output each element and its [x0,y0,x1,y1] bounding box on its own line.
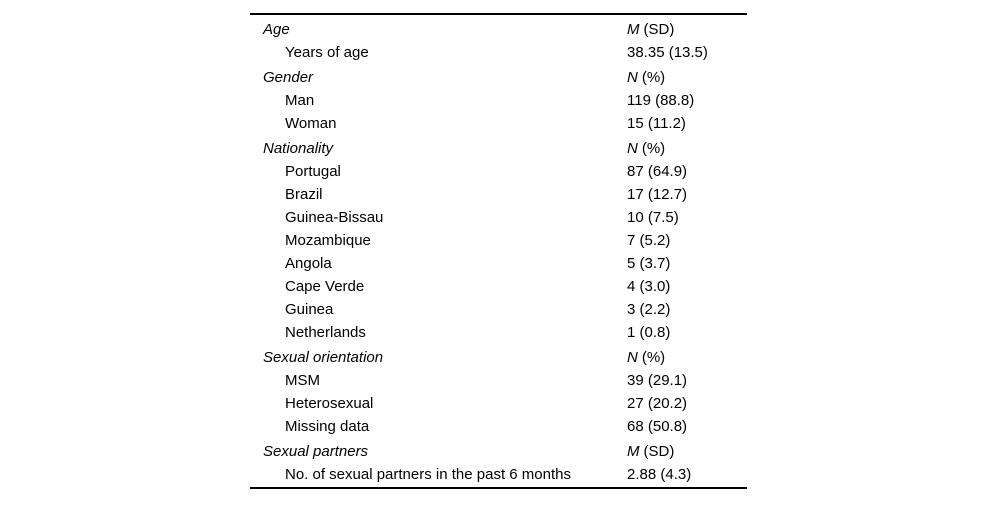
table-row: Mozambique 7 (5.2) [250,229,747,252]
table-body: Age M (SD) Years of age 38.35 (13.5) Gender N(… [250,15,747,487]
row-value: 5 (3.7) [627,255,671,272]
row-value: 68 (50.8) [627,418,688,435]
stat-unit: (SD) [643,443,675,460]
row-label: Years of age [285,44,369,61]
stat-unit: (%) [641,69,666,86]
row-label: Brazil [285,186,323,203]
section-label: Gender [263,69,314,86]
section-label: Age [263,21,290,38]
table-row: Angola 5 (3.7) [250,252,747,275]
table-row: Guinea 3 (2.2) [250,298,747,321]
table-row: Portugal 87 (64.9) [250,160,747,183]
row-value: 4 (3.0) [627,278,671,295]
table-row: Man 119 (88.8) [250,89,747,112]
row-label: Missing data [285,418,370,435]
section-stat-header: M (SD) [627,18,747,41]
section-stat-header: M (SD) [627,440,747,463]
stat-unit: (%) [641,349,666,366]
row-value: 10 (7.5) [627,209,679,226]
table-row: Years of age 38.35 (13.5) [250,41,747,64]
row-label: Man [285,92,315,109]
row-value: 17 (12.7) [627,186,688,203]
row-label: Cape Verde [285,278,365,295]
section-header-row: Gender N (%) [250,66,747,89]
stat-unit: (%) [641,140,666,157]
row-label: Guinea [285,301,334,318]
table-row: Missing data 68 (50.8) [250,415,747,438]
stat-symbol: N [627,349,638,366]
row-label: Mozambique [285,232,371,249]
section-stat-header: N (%) [627,66,747,89]
row-value: 38.35 (13.5) [627,44,708,61]
demographics-table: Age M (SD) Years of age 38.35 (13.5) Gender N(… [250,13,747,489]
section-header-row: Age M (SD) [250,18,747,41]
table-row: Netherlands 1 (0.8) [250,321,747,344]
row-value: 39 (29.1) [627,372,688,389]
row-label: Portugal [285,163,341,180]
row-value: 1 (0.8) [627,324,671,341]
row-value: 87 (64.9) [627,163,688,180]
row-value: 2.88 (4.3) [627,466,692,483]
row-label: Angola [285,255,332,272]
table-row: Cape Verde 4 (3.0) [250,275,747,298]
stat-unit: (SD) [643,21,675,38]
row-label: No. of sexual partners in the past 6 mon… [285,466,571,483]
row-label: MSM [285,372,320,389]
stat-symbol: M [627,21,640,38]
row-value: 7 (5.2) [627,232,671,249]
stat-symbol: N [627,69,638,86]
row-value: 3 (2.2) [627,301,671,318]
table-bottom-rule [250,487,747,489]
row-label: Guinea-Bissau [285,209,384,226]
row-label: Netherlands [285,324,366,341]
table-row: MSM 39 (29.1) [250,369,747,392]
section-label: Sexual partners [263,443,369,460]
section-label: Sexual orientation [263,349,384,366]
table-row: No. of sexual partners in the past 6 mon… [250,463,747,486]
section-stat-header: N (%) [627,137,747,160]
section-stat-header: N (%) [627,346,747,369]
section-header-row: Nationality N (%) [250,137,747,160]
stat-symbol: N [627,140,638,157]
row-value: 27 (20.2) [627,395,688,412]
row-label: Heterosexual [285,395,374,412]
row-value: 15 (11.2) [627,115,686,132]
table-row: Guinea-Bissau 10 (7.5) [250,206,747,229]
section-header-row: Sexual partners M (SD) [250,440,747,463]
stat-symbol: M [627,443,640,460]
table-row: Woman 15 (11.2) [250,112,747,135]
row-value: 119 (88.8) [627,92,695,109]
table-top-rule [250,13,747,15]
row-label: Woman [285,115,337,132]
section-header-row: Sexual orientation N (%) [250,346,747,369]
section-label: Nationality [263,140,334,157]
table-row: Heterosexual 27 (20.2) [250,392,747,415]
table-row: Brazil 17 (12.7) [250,183,747,206]
